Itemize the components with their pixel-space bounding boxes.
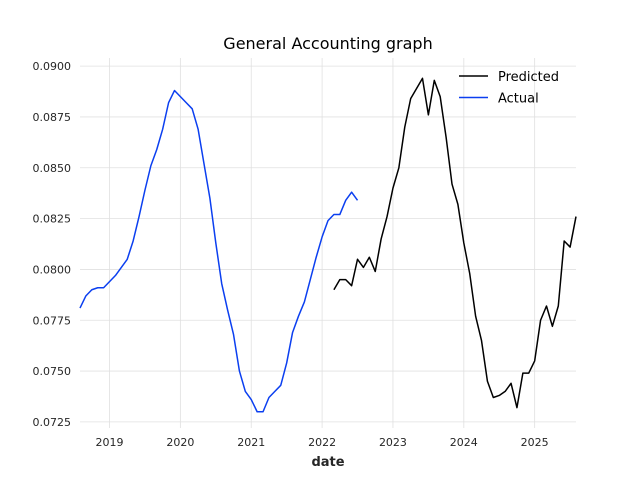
x-tick-label: 2020	[166, 436, 194, 449]
y-tick-label: 0.0850	[33, 162, 72, 175]
y-tick-label: 0.0775	[33, 314, 72, 327]
x-axis-ticks: 2019 2020 2021 2022 2023 2024 2025	[96, 436, 549, 449]
x-tick-label: 2025	[521, 436, 549, 449]
y-tick-label: 0.0750	[33, 365, 72, 378]
chart-title: General Accounting graph	[223, 34, 432, 53]
x-tick-label: 2024	[450, 436, 478, 449]
series-line-actual	[79, 89, 359, 413]
x-tick-label: 2019	[96, 436, 124, 449]
legend: Predicted Actual	[459, 70, 559, 107]
y-tick-label: 0.0725	[33, 416, 72, 429]
legend-label-actual: Actual	[498, 92, 539, 107]
y-tick-label: 0.0800	[33, 263, 72, 276]
y-tick-label: 0.0900	[33, 60, 72, 73]
y-axis-ticks: 0.0725 0.0750 0.0775 0.0800 0.0825 0.0850 0.08…	[33, 60, 72, 429]
x-tick-label: 2021	[237, 436, 265, 449]
x-axis-title: date	[311, 455, 344, 470]
series-lines	[79, 77, 577, 413]
legend-label-predicted: Predicted	[498, 70, 559, 85]
y-tick-label: 0.0875	[33, 111, 72, 124]
y-tick-label: 0.0825	[33, 213, 72, 226]
series-line-predicted	[333, 77, 577, 409]
x-tick-label: 2023	[379, 436, 407, 449]
x-tick-label: 2022	[308, 436, 336, 449]
grid	[80, 58, 576, 428]
